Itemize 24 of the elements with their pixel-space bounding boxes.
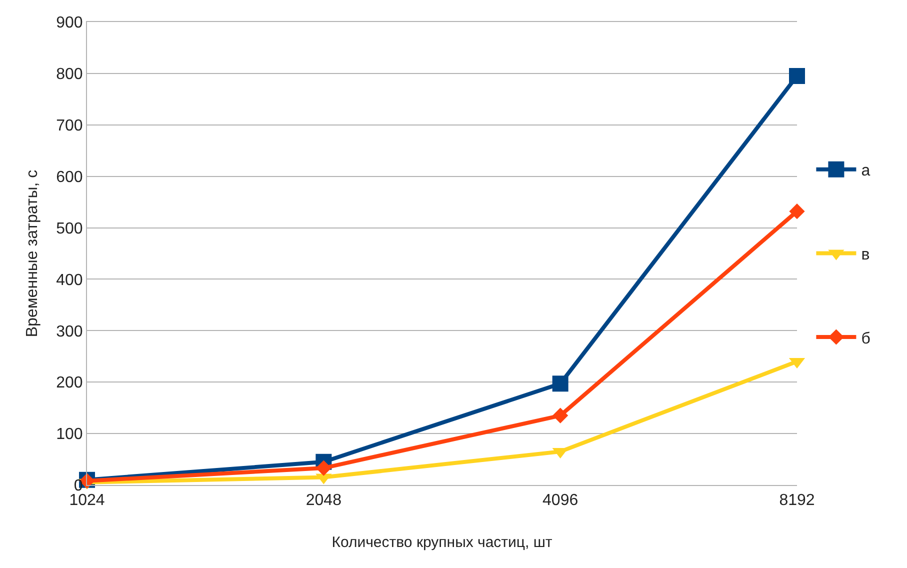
y-tick-label: 700 <box>56 117 83 134</box>
y-tick-label: 600 <box>56 168 83 186</box>
x-tick-label: 8192 <box>779 492 815 510</box>
y-tick-label: 100 <box>56 426 83 444</box>
x-tick-label: 1024 <box>69 492 105 510</box>
y-tick-label: 500 <box>56 220 83 238</box>
point <box>552 376 568 392</box>
y-tick-label: 300 <box>56 323 83 340</box>
x-axis-title: Количество крупных частиц, шт <box>332 534 552 552</box>
point <box>552 408 568 424</box>
legend-label: в <box>861 246 870 264</box>
y-axis-title: Временные затраты, с <box>24 170 41 338</box>
legend-label: б <box>861 330 870 348</box>
y-tick-label: 800 <box>56 66 83 84</box>
legend-label: а <box>861 162 870 180</box>
y-tick-label: 200 <box>56 374 83 392</box>
x-tick-label: 4096 <box>542 492 578 510</box>
point <box>789 204 805 220</box>
point <box>789 68 805 84</box>
y-tick-label: 900 <box>56 14 83 32</box>
x-tick-label: 2048 <box>306 492 342 510</box>
point <box>316 460 332 476</box>
y-tick-label: 0 <box>74 478 83 495</box>
y-tick-label: 400 <box>56 272 83 289</box>
